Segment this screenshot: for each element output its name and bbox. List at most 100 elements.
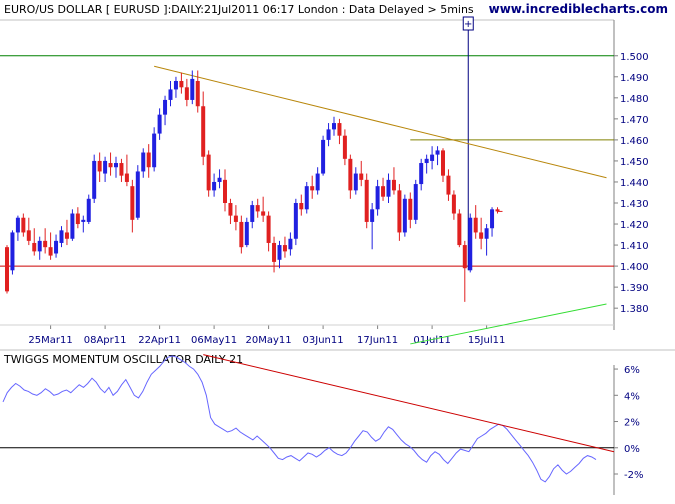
osc-y-tick-label: 4% [624,391,640,402]
candle [370,203,375,250]
candle-body [48,247,53,256]
candle-body [86,198,91,222]
candle-body [124,173,129,182]
osc-y-tick-label: 6% [624,365,640,376]
price-x-tick-label: 25Mar11 [28,335,72,346]
candle-body [299,203,304,210]
candle-body [408,198,413,220]
candle [250,200,255,229]
watermark: www.incrediblecharts.com [489,2,668,16]
candle [321,135,326,176]
candle [173,76,178,98]
price-y-tick-label: 1.450 [620,157,649,168]
spike-marker-label: + [464,19,472,30]
spike-marker-box[interactable] [462,16,474,31]
candle-body [10,232,15,271]
candle [43,228,48,254]
price-y-tick-label: 1.400 [620,262,649,273]
candle-body [370,209,375,222]
price-x-tick-label: 15Jul11 [468,335,506,346]
osc-series-line [2,355,597,483]
candle-body [250,205,255,222]
candle [190,70,195,105]
candle-body [495,209,500,212]
candle-body [119,163,124,176]
candle-body [201,106,206,157]
candle [223,169,227,212]
candle [266,211,271,252]
price-x-tick-label: 17Jun11 [357,335,398,346]
price-trend-line [154,65,607,179]
candle [326,123,331,147]
price-y-tick-label: 1.430 [620,199,649,210]
candle [282,236,287,258]
candle-body [223,179,227,203]
candle [446,169,451,201]
candle [130,179,135,233]
candle-body [462,245,467,269]
candle [239,215,244,254]
candle-body [304,186,309,210]
candle-body [364,179,369,222]
candle [457,209,462,248]
candle-body [75,213,80,225]
candle-body [37,240,42,252]
candle [233,205,238,231]
price-y-tick-label: 1.480 [620,94,649,105]
price-y-tick-label: 1.410 [620,241,649,252]
candle-body [239,221,244,248]
candle-body [184,87,189,100]
candle-body [244,221,249,246]
candle [26,217,31,246]
candle-body [435,150,440,155]
candle-body [402,198,407,233]
candle [473,205,478,239]
candle-body [386,179,391,197]
candle [386,173,391,203]
candle-body [310,186,315,191]
candle-body [146,152,151,168]
candle [255,198,260,218]
candle-body [315,173,320,191]
candle-body [141,152,146,172]
candle-body [92,160,97,199]
candle-body [108,163,113,168]
candle [201,91,206,166]
candle-body [490,209,495,229]
price-y-tick-label: 1.490 [620,73,649,84]
candle-body [168,89,173,100]
candle-body [288,238,293,250]
candle-body [130,186,135,220]
candle-body [217,177,222,182]
candle [206,150,211,197]
candle [364,173,369,229]
candle-body [441,150,445,176]
candle [157,108,162,140]
candle-body [64,232,69,239]
candle [397,184,402,241]
candle-body [255,205,260,212]
osc-y-tick-label: 2% [624,418,640,429]
candle [495,207,500,214]
price-y-tick-label: 1.390 [620,283,649,294]
price-y-tick-label: 1.440 [620,178,649,189]
candle-body [157,114,162,134]
candle [119,158,124,182]
candle-body [397,190,402,233]
candle [408,192,413,229]
candle [92,154,97,203]
osc-trend-line [203,354,615,453]
candle-body [430,154,435,161]
candle-body [233,215,238,222]
candle-body [272,242,277,262]
candle [59,226,64,248]
candle [381,177,386,201]
price-y-tick-label: 1.500 [620,52,649,63]
price-x-tick-label: 22Apr11 [138,335,181,346]
candle-body [5,247,9,292]
candle [228,198,233,225]
price-x-tick-label: 01Jul11 [413,335,451,346]
candle [304,181,309,214]
price-y-tick-label: 1.380 [620,304,649,315]
